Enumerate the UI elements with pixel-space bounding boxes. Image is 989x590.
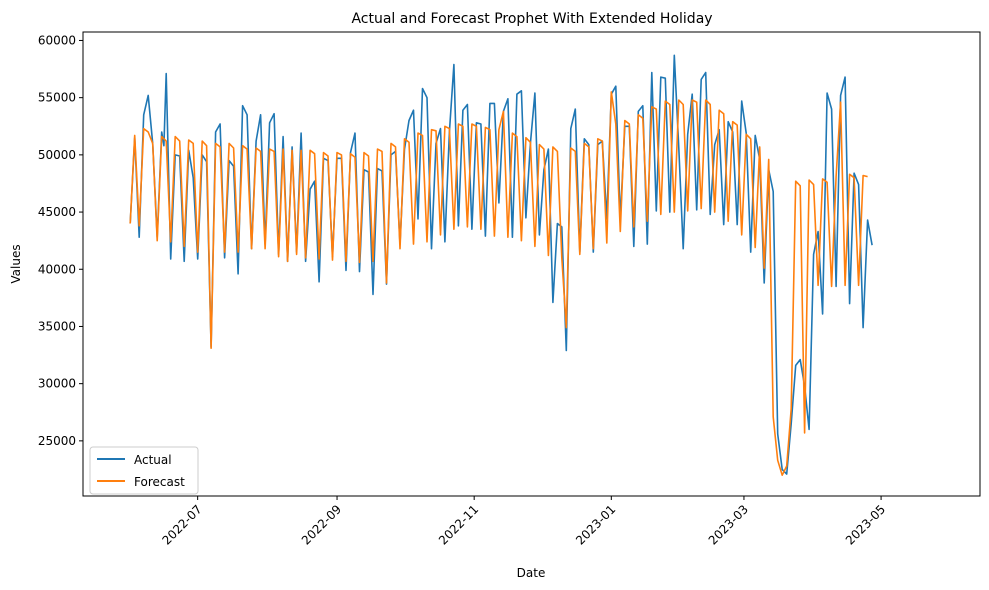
legend: Actual Forecast xyxy=(89,446,199,495)
legend-label-forecast: Forecast xyxy=(134,475,185,489)
y-axis: 25000 30000 35000 40000 45000 50000 55000 60000 xyxy=(38,33,83,448)
x-axis-label: Date xyxy=(517,566,546,580)
y-tick-label: 60000 xyxy=(38,33,76,47)
y-tick-label: 55000 xyxy=(38,91,76,105)
series-line-forecast xyxy=(129,91,868,477)
y-tick-label: 25000 xyxy=(38,434,76,448)
series-layer xyxy=(129,54,873,477)
y-tick-label: 40000 xyxy=(38,262,76,276)
y-tick-label: 30000 xyxy=(38,377,76,391)
y-axis-label: Values xyxy=(9,244,23,283)
plot-frame xyxy=(82,31,981,497)
y-tick-label: 50000 xyxy=(38,148,76,162)
legend-label-actual: Actual xyxy=(134,453,172,467)
chart-title: Actual and Forecast Prophet With Extende… xyxy=(351,11,712,27)
y-tick-label: 45000 xyxy=(38,205,76,219)
y-tick-label: 35000 xyxy=(38,319,76,333)
